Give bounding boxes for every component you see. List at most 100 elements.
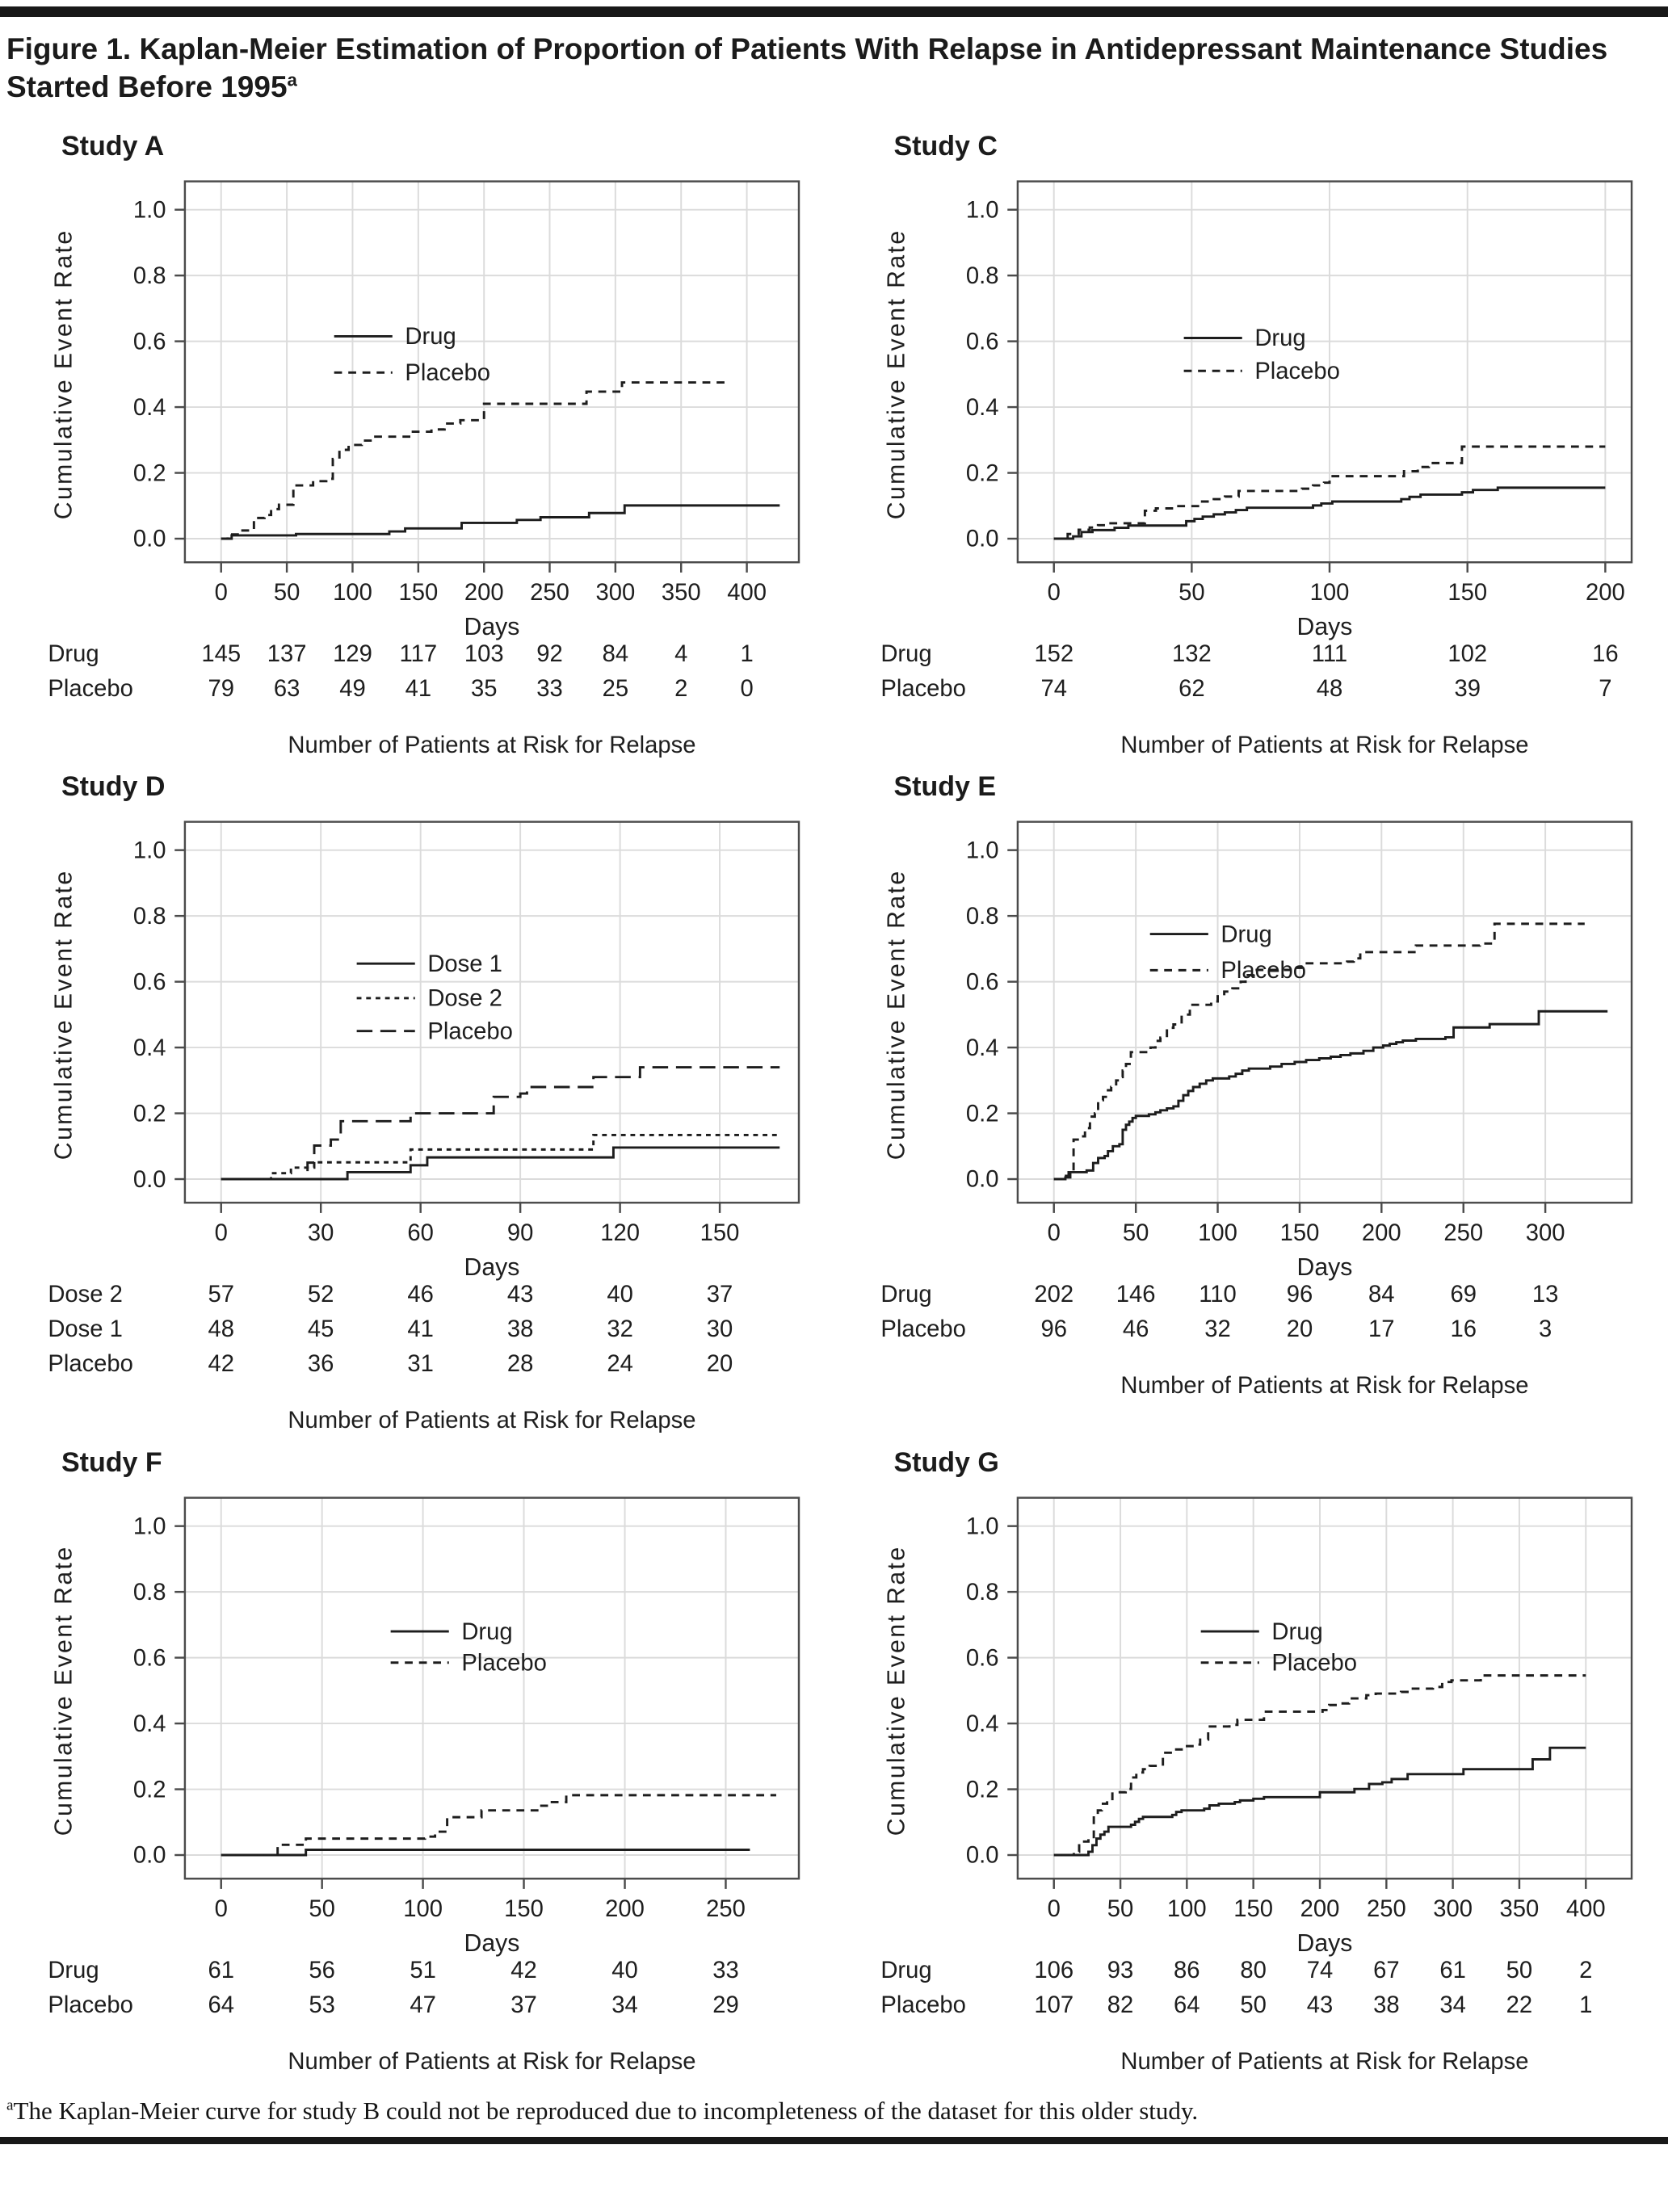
svg-text:100: 100 bbox=[403, 1896, 443, 1922]
legend-label-drug: Drug bbox=[405, 324, 456, 350]
svg-text:1.0: 1.0 bbox=[133, 197, 166, 223]
legend: Drug Placebo bbox=[1149, 922, 1306, 984]
risk-value: 28 bbox=[507, 1351, 534, 1377]
svg-text:0.0: 0.0 bbox=[965, 1167, 998, 1193]
bottom-rule bbox=[0, 2136, 1668, 2144]
risk-value: 33 bbox=[712, 1958, 739, 1983]
risk-value: 84 bbox=[603, 641, 629, 667]
y-axis-label: Cumulative Event Rate bbox=[51, 870, 78, 1161]
y-axis: 0.0 0.2 0.4 0.6 0.8 1.0 Cumulative Event Rate bbox=[51, 838, 185, 1193]
legend-label-placebo: Placebo bbox=[461, 1651, 547, 1677]
risk-value: 1 bbox=[1579, 1992, 1592, 2018]
risk-value: 43 bbox=[1306, 1992, 1333, 2018]
panel-study-e: Study E 0.0 0.2 0.4 0.6 0.8 1.0 Cumulative Eve… bbox=[860, 771, 1648, 1438]
x-axis-label: Days bbox=[464, 1930, 520, 1957]
study-e-chart: 0.0 0.2 0.4 0.6 0.8 1.0 Cumulative Event Rate 0… bbox=[860, 809, 1648, 1403]
legend: Dose 1 Dose 2 Placebo bbox=[356, 951, 513, 1045]
risk-value: 67 bbox=[1373, 1958, 1400, 1983]
risk-value: 20 bbox=[1286, 1316, 1313, 1342]
risk-value: 38 bbox=[507, 1316, 534, 1342]
risk-value: 102 bbox=[1447, 641, 1487, 667]
svg-text:0.4: 0.4 bbox=[133, 395, 166, 421]
svg-text:0.6: 0.6 bbox=[965, 970, 998, 996]
series-drug bbox=[1053, 486, 1605, 540]
series-placebo bbox=[1053, 445, 1605, 540]
risk-value: 48 bbox=[1316, 676, 1342, 702]
x-axis-label: Days bbox=[1296, 614, 1352, 640]
risk-value: 16 bbox=[1450, 1316, 1477, 1342]
risk-value: 34 bbox=[611, 1992, 638, 2018]
risk-table: Drug 202 146 110 96 84 69 13 Placebo 96 46 32 20 17 16… bbox=[880, 1282, 1558, 1400]
figure-title-line1: Figure 1. Kaplan-Meier Estimation of Pro… bbox=[6, 32, 1608, 65]
risk-table: Drug 106 93 86 80 74 67 61 50 2 Placebo 107 82 64 50 43… bbox=[880, 1958, 1592, 2075]
risk-table-caption: Number of Patients at Risk for Relapse bbox=[288, 1408, 695, 1433]
svg-text:0.6: 0.6 bbox=[965, 329, 998, 355]
svg-text:0.6: 0.6 bbox=[965, 1645, 998, 1671]
svg-text:300: 300 bbox=[1525, 1221, 1565, 1247]
svg-text:0.0: 0.0 bbox=[133, 526, 166, 552]
risk-row-label: Dose 1 bbox=[48, 1316, 123, 1342]
panel-study-c: Study C 0.0 0.2 0.4 0.6 0.8 1.0 Cumulative Eve… bbox=[860, 131, 1648, 762]
svg-text:50: 50 bbox=[1107, 1896, 1133, 1922]
risk-value: 3 bbox=[1538, 1316, 1551, 1342]
risk-value: 43 bbox=[507, 1282, 534, 1308]
risk-row-label: Placebo bbox=[880, 676, 966, 702]
risk-table: Drug 152 132 111 102 16 Placebo 74 62 48 39 7 Number… bbox=[880, 641, 1618, 758]
study-f-title: Study F bbox=[61, 1447, 162, 1479]
svg-text:0: 0 bbox=[1047, 1221, 1060, 1247]
risk-value: 145 bbox=[201, 641, 241, 667]
risk-value: 36 bbox=[308, 1351, 334, 1377]
risk-value: 86 bbox=[1174, 1958, 1200, 1983]
risk-row-label: Placebo bbox=[880, 1316, 966, 1342]
svg-text:0.8: 0.8 bbox=[965, 904, 998, 930]
svg-text:0.0: 0.0 bbox=[133, 1167, 166, 1193]
risk-value: 74 bbox=[1306, 1958, 1333, 1983]
risk-value: 92 bbox=[536, 641, 563, 667]
svg-text:0.4: 0.4 bbox=[133, 1711, 166, 1737]
risk-table-caption: Number of Patients at Risk for Relapse bbox=[288, 2049, 695, 2075]
study-g-title: Study G bbox=[893, 1447, 999, 1479]
plot-border bbox=[183, 180, 800, 564]
risk-value: 61 bbox=[208, 1958, 234, 1983]
series-drug bbox=[221, 504, 780, 540]
svg-text:350: 350 bbox=[662, 580, 701, 606]
risk-value: 64 bbox=[1174, 1992, 1200, 2018]
legend-label-placebo: Placebo bbox=[1271, 1651, 1357, 1677]
svg-text:200: 200 bbox=[1361, 1221, 1401, 1247]
gridlines bbox=[1017, 822, 1632, 1203]
svg-text:50: 50 bbox=[274, 580, 300, 606]
risk-value: 46 bbox=[407, 1282, 434, 1308]
risk-value: 31 bbox=[407, 1351, 434, 1377]
svg-text:150: 150 bbox=[1233, 1896, 1273, 1922]
x-axis: 0 50 100 150 200 250 Days bbox=[215, 1878, 746, 1957]
study-c-title: Study C bbox=[893, 130, 998, 162]
svg-text:300: 300 bbox=[1433, 1896, 1473, 1922]
risk-value: 57 bbox=[208, 1282, 234, 1308]
legend: Drug Placebo bbox=[390, 1619, 547, 1677]
risk-value: 111 bbox=[1311, 641, 1347, 667]
footnote: aThe Kaplan-Meier curve for study B coul… bbox=[6, 2097, 1660, 2126]
gridlines bbox=[1017, 181, 1632, 562]
panel-study-d: Study D 0.0 0.2 0.4 0.6 0.8 1.0 Cumulative Eve… bbox=[27, 771, 815, 1438]
series-drug bbox=[221, 1849, 750, 1857]
risk-value: 38 bbox=[1373, 1992, 1400, 2018]
risk-value: 25 bbox=[603, 676, 629, 702]
risk-value: 32 bbox=[607, 1316, 633, 1342]
svg-text:0.4: 0.4 bbox=[965, 1711, 998, 1737]
svg-text:1.0: 1.0 bbox=[965, 838, 998, 864]
study-a-chart: 0.0 0.2 0.4 0.6 0.8 1.0 Cumulative Event Rate 0… bbox=[27, 169, 815, 762]
series-placebo bbox=[1053, 922, 1585, 1181]
risk-value: 49 bbox=[339, 676, 366, 702]
series-placebo bbox=[221, 1794, 776, 1857]
svg-text:150: 150 bbox=[504, 1896, 544, 1922]
x-axis: 0 50 100 150 200 250 300 350 400 Days bbox=[1047, 1878, 1605, 1957]
risk-value: 29 bbox=[712, 1992, 739, 2018]
risk-value: 137 bbox=[267, 641, 307, 667]
risk-row-label: Drug bbox=[880, 641, 931, 667]
svg-text:0.2: 0.2 bbox=[965, 1102, 998, 1127]
svg-text:400: 400 bbox=[1565, 1896, 1605, 1922]
panel-study-f: Study F 0.0 0.2 0.4 0.6 0.8 1.0 Cumulative Eve… bbox=[27, 1447, 815, 2079]
legend-label-drug: Drug bbox=[461, 1619, 512, 1645]
